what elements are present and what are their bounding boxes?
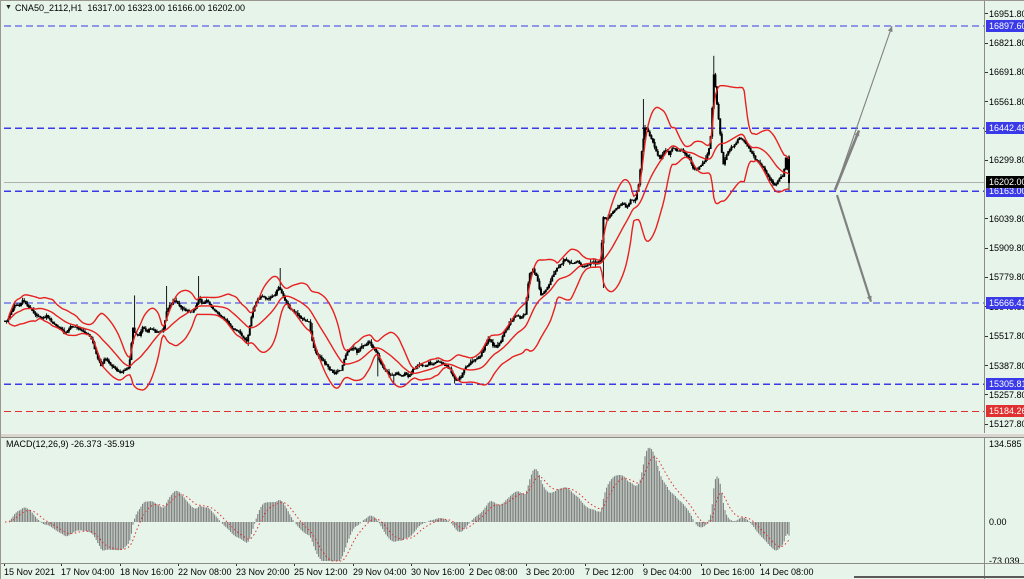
time-tick-label: 25 Nov 12:00 (294, 567, 348, 577)
time-tick-mark (61, 563, 62, 566)
price-tick-mark (985, 247, 988, 249)
level-price-label: 15305.81 (986, 378, 1024, 391)
trend-arrow-line[interactable] (833, 130, 861, 191)
chart-symbol-period: CNA50_2112,H1 (14, 3, 83, 13)
time-axis-frame (1, 563, 1024, 564)
trend-arrow-line[interactable] (834, 25, 893, 191)
current-price-label: 16202.00 (986, 176, 1024, 189)
level-price-label: 15666.41 (986, 296, 1024, 309)
price-tick-mark (985, 394, 988, 396)
time-tick-label: 9 Dec 04:00 (643, 567, 692, 577)
time-tick-label: 15 Nov 2021 (4, 567, 56, 577)
price-tick-mark (985, 13, 988, 15)
time-tick-mark (353, 563, 354, 566)
price-tick-mark (985, 42, 988, 44)
price-tick-mark (985, 335, 988, 337)
price-tick-label: 15909.80 (989, 243, 1024, 254)
bollinger-middle-band (7, 133, 790, 375)
chart-expander-icon[interactable]: ▼ (5, 4, 12, 11)
trend-arrow-head (887, 26, 893, 33)
level-price-label: 15184.26 (986, 405, 1024, 418)
time-tick-label: 18 Nov 16:00 (120, 567, 174, 577)
macd-main-value: -26.373 (71, 439, 102, 449)
price-tick-label: 16299.80 (989, 155, 1024, 166)
time-tick-label: 7 Dec 12:00 (585, 567, 634, 577)
time-tick-mark (411, 563, 412, 566)
time-tick-label: 10 Dec 16:00 (701, 567, 755, 577)
price-tick-label: 16039.80 (989, 213, 1024, 224)
level-price-label: 16442.48 (986, 122, 1024, 135)
price-tick-label: 16691.80 (989, 67, 1024, 78)
price-tick-mark (985, 365, 988, 367)
macd-tick-label: 0.00 (989, 517, 1007, 527)
macd-tick-label: 134.585 (989, 439, 1022, 449)
bollinger-lower-band (7, 156, 790, 391)
price-tick-label: 16951.80 (989, 8, 1024, 19)
pane-separator[interactable] (1, 433, 1024, 438)
price-tick-label: 16821.80 (989, 38, 1024, 49)
time-tick-label: 2 Dec 08:00 (469, 567, 518, 577)
price-tick-mark (985, 159, 988, 161)
time-tick-mark (469, 563, 470, 566)
time-tick-mark (760, 563, 761, 566)
time-tick-label: 3 Dec 20:00 (526, 567, 575, 577)
macd-name: MACD(12,26,9) (6, 439, 69, 449)
trend-arrow-head (867, 295, 872, 302)
macd-indicator-label: MACD(12,26,9) -26.373 -35.919 (6, 439, 135, 449)
time-tick-label: 30 Nov 16:00 (411, 567, 465, 577)
price-tick-label: 15387.80 (989, 360, 1024, 371)
time-tick-mark (701, 563, 702, 566)
window-edge-strip (854, 576, 1024, 578)
macd-signal-line (5, 456, 790, 562)
time-tick-label: 23 Nov 20:00 (236, 567, 290, 577)
time-tick-mark (120, 563, 121, 566)
time-tick-mark (643, 563, 644, 566)
time-tick-mark (178, 563, 179, 566)
macd-tick-label: -73.039 (989, 556, 1020, 566)
macd-scale[interactable]: 134.585 0.00 -73.039 (985, 438, 1024, 566)
price-tick-label: 15517.80 (989, 331, 1024, 342)
price-axis-frame (984, 1, 985, 579)
time-tick-label: 22 Nov 08:00 (178, 567, 232, 577)
price-tick-label: 15779.80 (989, 272, 1024, 283)
level-price-label: 16897.60 (986, 19, 1024, 32)
time-tick-mark (526, 563, 527, 566)
price-tick-mark (985, 71, 988, 73)
macd-signal-value: -35.919 (104, 439, 135, 449)
time-scale[interactable]: 15 Nov 2021 17 Nov 04:00 18 Nov 16:00 22 No… (1, 563, 985, 579)
time-tick-label: 29 Nov 04:00 (353, 567, 407, 577)
time-tick-mark (294, 563, 295, 566)
time-tick-mark (585, 563, 586, 566)
price-tick-label: 15127.80 (989, 419, 1024, 430)
time-tick-mark (4, 563, 5, 566)
trend-arrow-head (854, 130, 860, 137)
price-tick-mark (985, 423, 988, 425)
price-tick-mark (985, 101, 988, 103)
price-scale[interactable]: 16951.8016821.8016691.8016561.8016429.80… (985, 1, 1024, 563)
chart-title: ▼ CNA50_2112,H1 16317.00 16323.00 16166.0… (5, 3, 245, 14)
price-tick-label: 16561.80 (989, 96, 1024, 107)
bollinger-upper-band (7, 84, 790, 370)
price-tick-label: 15257.80 (989, 389, 1024, 400)
chart-ohlc-values: 16317.00 16323.00 16166.00 16202.00 (87, 3, 245, 13)
time-tick-label: 17 Nov 04:00 (61, 567, 115, 577)
time-tick-label: 14 Dec 08:00 (760, 567, 814, 577)
price-tick-mark (985, 276, 988, 278)
price-tick-mark (985, 218, 988, 220)
trend-arrow-line[interactable] (835, 194, 873, 303)
time-tick-mark (236, 563, 237, 566)
